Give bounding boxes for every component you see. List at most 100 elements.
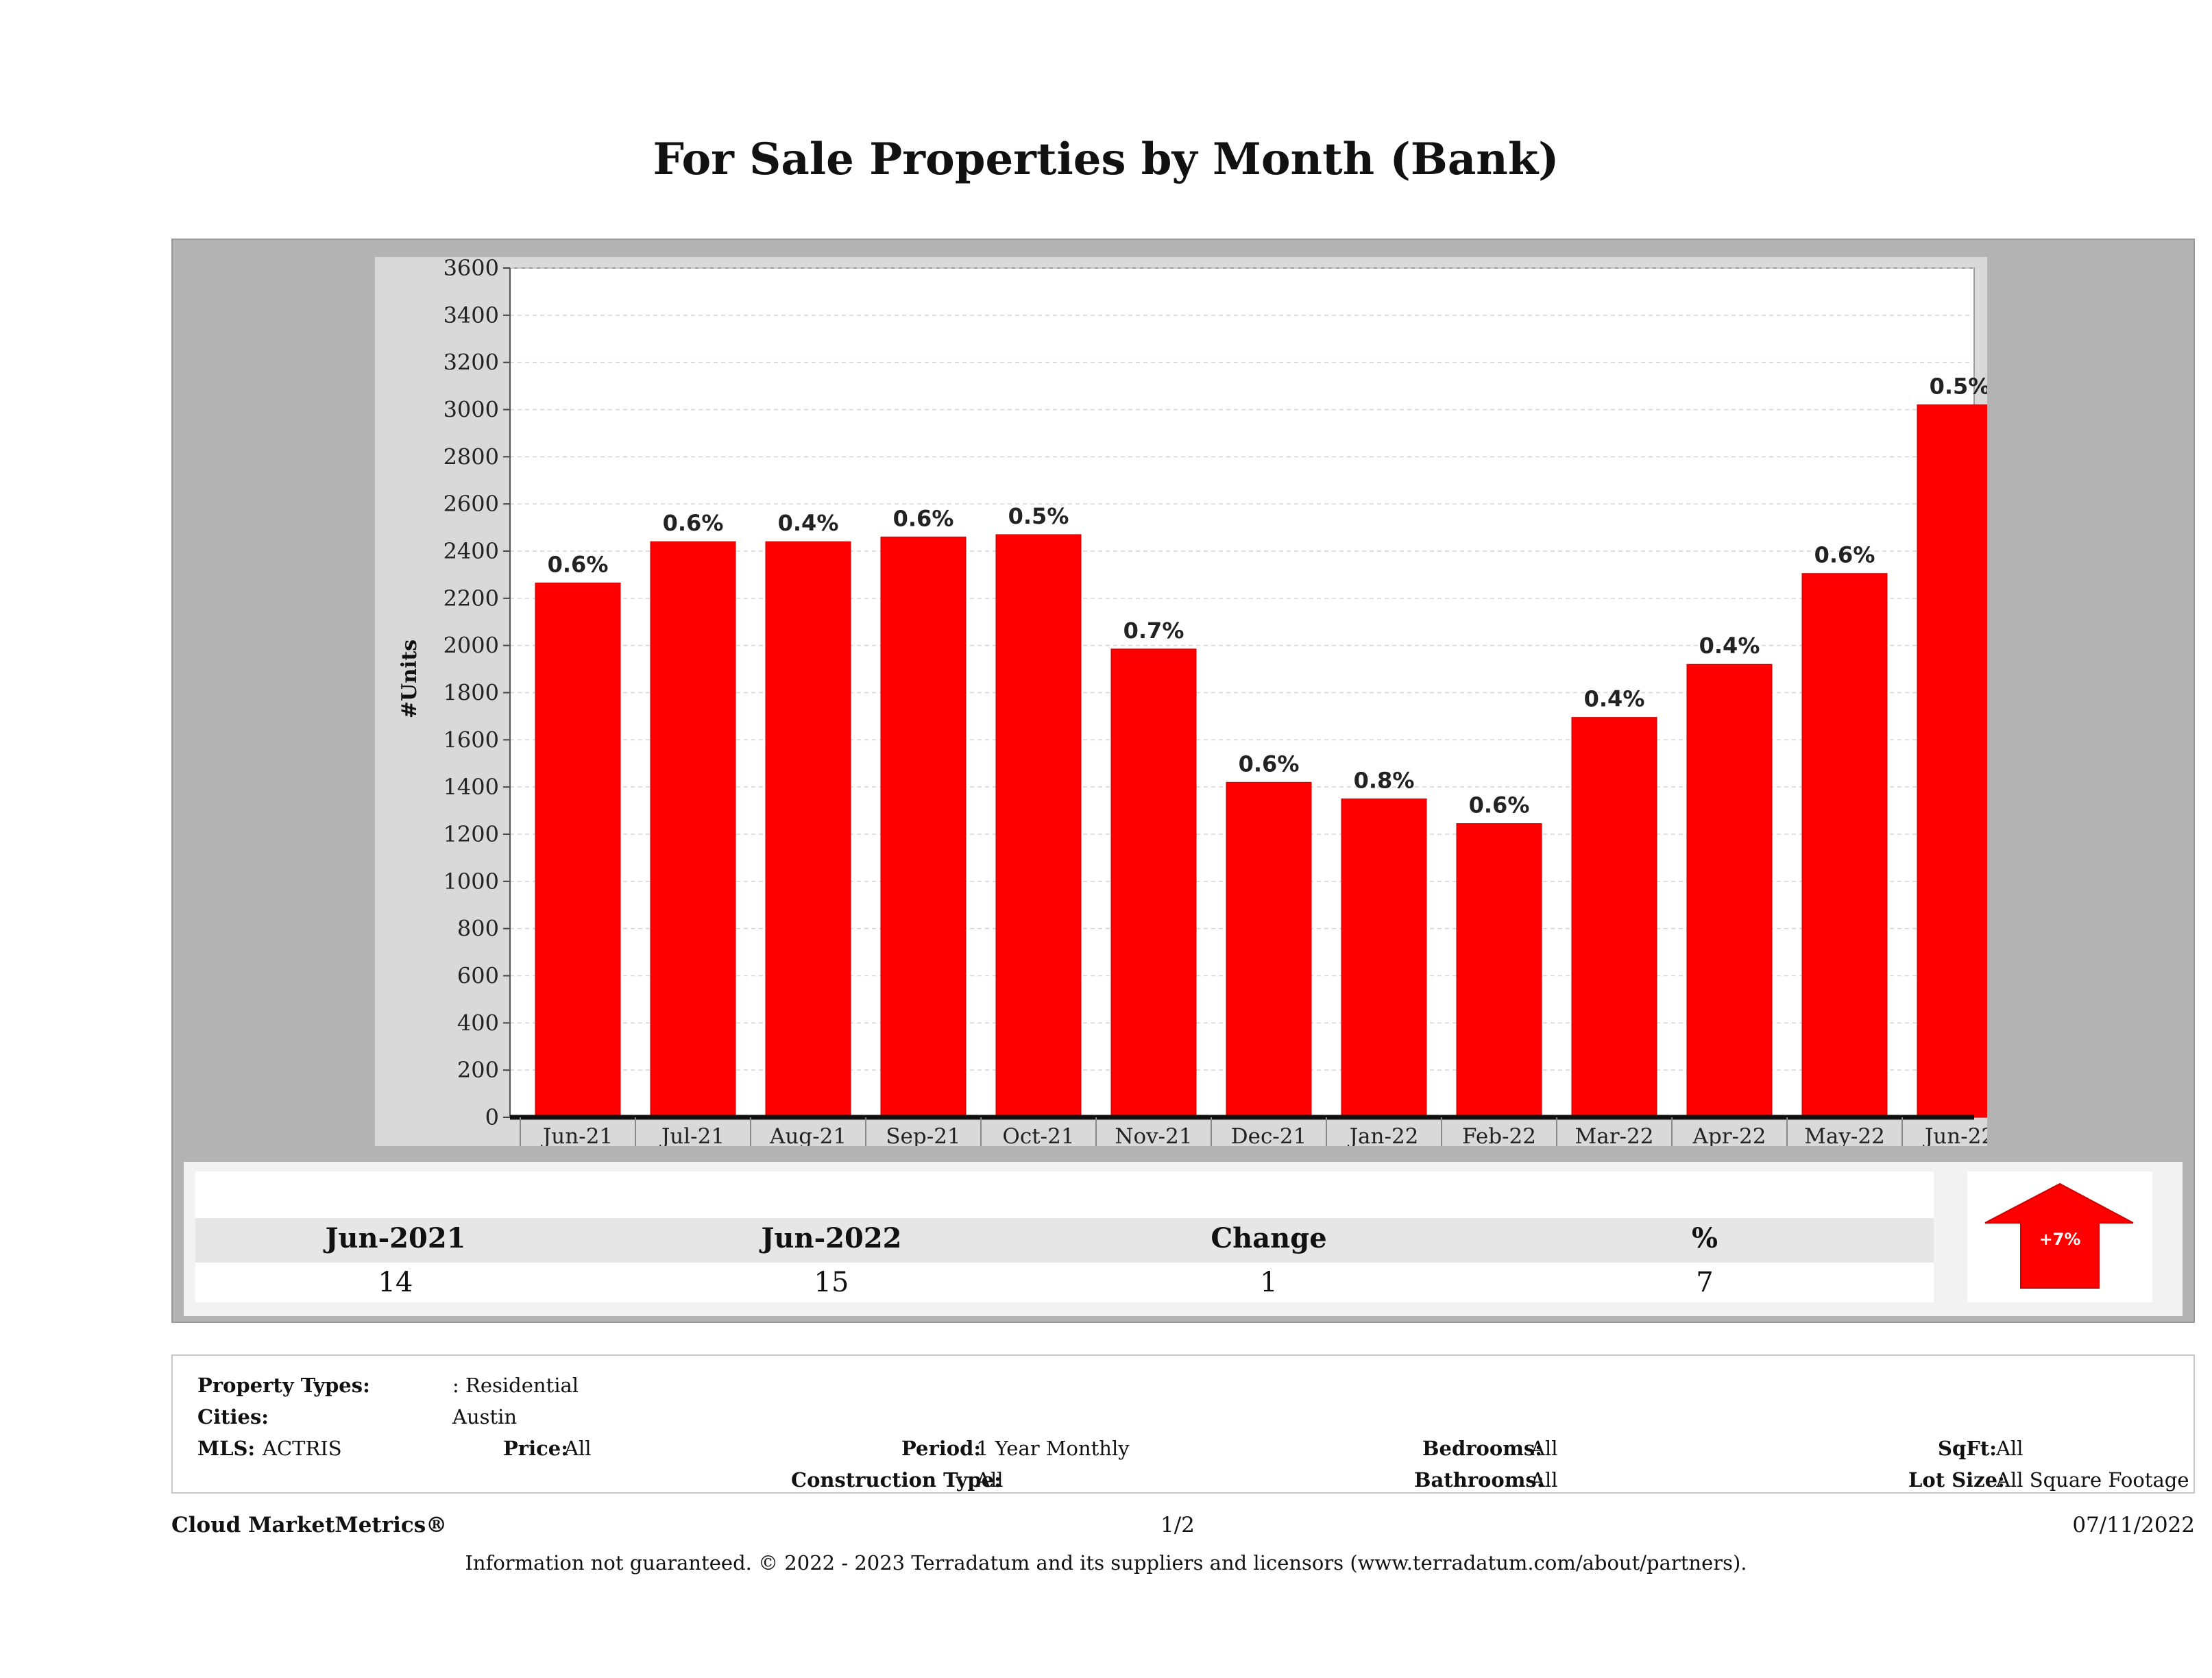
x-tick-label: Dec-21: [1231, 1124, 1306, 1146]
bar: [880, 536, 967, 1118]
summary-value-percent: 7: [1696, 1267, 1714, 1298]
report-date: 07/11/2022: [2072, 1513, 2195, 1537]
y-tick-label: 400: [457, 1010, 499, 1036]
brand-name: Cloud MarketMetrics®: [171, 1513, 448, 1537]
data-label: 0.6%: [893, 505, 954, 531]
summary-header-change: Change: [1211, 1222, 1327, 1254]
data-label: 0.8%: [1354, 767, 1415, 793]
data-label: 0.5%: [1930, 374, 1987, 400]
y-tick-label: 1000: [443, 868, 499, 895]
data-label: 0.4%: [1699, 633, 1760, 659]
cities-label: Cities:: [197, 1405, 269, 1428]
plot-panel: 0 200 400 600 800 1000 1200 1400 1600 1800 2000 220…: [375, 257, 1987, 1146]
bar-chart: 0 200 400 600 800 1000 1200 1400 1600 1800 2000 220…: [398, 257, 1987, 1146]
y-tick-label: 2600: [443, 491, 499, 517]
lot-size-value: All Square Footage: [1996, 1468, 2189, 1492]
sqft-value: All: [1996, 1437, 2023, 1460]
price-value: All: [564, 1437, 592, 1460]
bar: [1917, 404, 1987, 1118]
property-types-label: Property Types:: [197, 1374, 370, 1397]
y-tick-label: 1800: [443, 680, 499, 706]
x-tick-label: Jun-22: [1923, 1124, 1987, 1146]
period-label: Period:: [901, 1437, 982, 1460]
period-value: 1 Year Monthly: [976, 1437, 1130, 1460]
x-tick-label: Mar-22: [1575, 1124, 1654, 1146]
x-tick-label: Jul-21: [659, 1124, 725, 1146]
data-label: 0.6%: [1814, 542, 1875, 568]
data-label: 0.7%: [1123, 618, 1184, 644]
x-tick-label: May-22: [1804, 1124, 1885, 1146]
x-tick-label: Aug-21: [769, 1124, 847, 1146]
summary-table: Jun-2021 Jun-2022 Change % 14 15 1 7 +7%: [184, 1162, 2183, 1316]
y-tick-label: 600: [457, 963, 499, 989]
data-label: 0.4%: [778, 510, 839, 536]
bar: [1571, 717, 1657, 1118]
bar: [1456, 823, 1542, 1118]
bedrooms-value: All: [1531, 1437, 1558, 1460]
construction-type-value: All: [976, 1468, 1004, 1492]
chart-title: For Sale Properties by Month (Bank): [653, 134, 1559, 185]
summary-header-end: Jun-2022: [761, 1222, 902, 1254]
x-tick-label: Jun-21: [541, 1124, 613, 1146]
data-label: 0.6%: [663, 510, 724, 536]
y-tick-label: 1600: [443, 727, 499, 753]
lot-size-label: Lot Size:: [1908, 1468, 2005, 1492]
bar: [995, 534, 1082, 1118]
trend-indicator: +7%: [1967, 1171, 2152, 1302]
cities-value: Austin: [452, 1405, 518, 1428]
bar: [1686, 664, 1773, 1118]
x-tick-label: Nov-21: [1115, 1124, 1192, 1146]
y-tick-label: 3000: [443, 397, 499, 423]
x-tick-label: Feb-22: [1462, 1124, 1536, 1146]
report-filters: Property Types: : Residential Cities: Au…: [171, 1354, 2195, 1494]
bar: [650, 541, 736, 1118]
y-tick-label: 3600: [443, 257, 499, 281]
summary-value-end: 15: [814, 1267, 849, 1298]
bar: [535, 582, 621, 1118]
y-tick-label: 0: [485, 1104, 499, 1130]
y-tick-label: 1400: [443, 774, 499, 800]
property-types-value: : Residential: [452, 1374, 579, 1397]
summary-value-start: 14: [378, 1267, 413, 1298]
x-tick-label: Sep-21: [886, 1124, 960, 1146]
page-number: 1/2: [1160, 1513, 1195, 1537]
sqft-label: SqFt:: [1938, 1437, 1997, 1460]
y-tick-label: 200: [457, 1057, 499, 1083]
data-label: 0.6%: [1239, 751, 1300, 777]
bar: [1110, 648, 1197, 1118]
summary-value-change: 1: [1260, 1267, 1278, 1298]
mls-value: ACTRIS: [263, 1437, 342, 1460]
y-tick-label: 2200: [443, 585, 499, 611]
summary-header-percent: %: [1691, 1222, 1718, 1254]
up-arrow-icon: [1984, 1182, 2134, 1289]
x-tick-label: Apr-22: [1692, 1124, 1766, 1146]
summary-header-start: Jun-2021: [325, 1222, 466, 1254]
y-axis-label: #Units: [398, 640, 422, 718]
x-tick-label: Jan-22: [1348, 1124, 1419, 1146]
bedrooms-label: Bedrooms:: [1422, 1437, 1542, 1460]
y-tick-label: 3200: [443, 350, 499, 376]
bathrooms-label: Bathrooms:: [1414, 1468, 1544, 1492]
y-tick-label: 2800: [443, 443, 499, 470]
trend-label: +7%: [2039, 1230, 2081, 1249]
bar: [1226, 781, 1312, 1118]
disclaimer: Information not guaranteed. © 2022 - 202…: [465, 1551, 1747, 1574]
bar: [1341, 798, 1427, 1118]
data-label: 0.6%: [1469, 792, 1530, 818]
y-tick-label: 3400: [443, 302, 499, 328]
bar: [1801, 573, 1888, 1118]
bathrooms-value: All: [1531, 1468, 1558, 1492]
price-label: Price:: [503, 1437, 568, 1460]
data-label: 0.4%: [1584, 686, 1645, 712]
y-tick-label: 2400: [443, 538, 499, 564]
construction-type-label: Construction Type:: [791, 1468, 1001, 1492]
y-tick-label: 1200: [443, 821, 499, 847]
data-label: 0.6%: [548, 551, 609, 577]
y-tick-label: 800: [457, 916, 499, 942]
chart-frame: 0 200 400 600 800 1000 1200 1400 1600 1800 2000 220…: [171, 239, 2195, 1323]
x-tick-label: Oct-21: [1002, 1124, 1074, 1146]
y-tick-label: 2000: [443, 633, 499, 659]
mls-label: MLS:: [197, 1437, 256, 1460]
bar: [765, 541, 851, 1118]
data-label: 0.5%: [1008, 503, 1069, 529]
